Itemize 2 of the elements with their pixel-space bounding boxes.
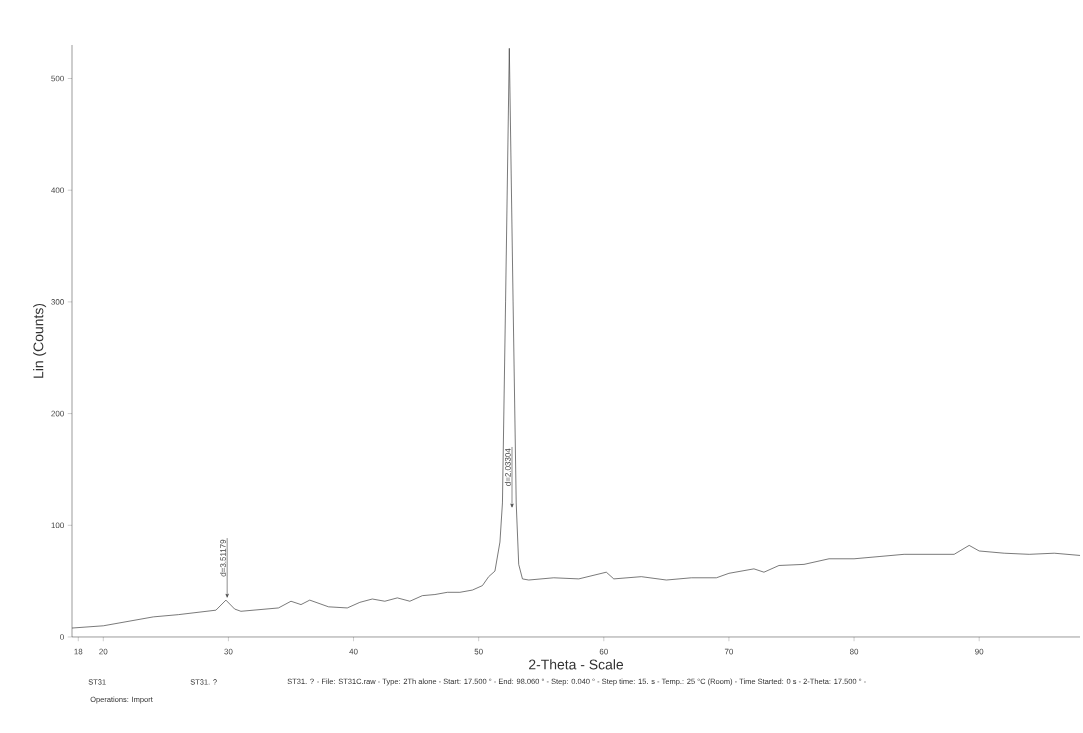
x-axis-title: 2-Theta - Scale: [529, 659, 624, 670]
y-axis-title: Lin (Counts): [33, 303, 47, 378]
